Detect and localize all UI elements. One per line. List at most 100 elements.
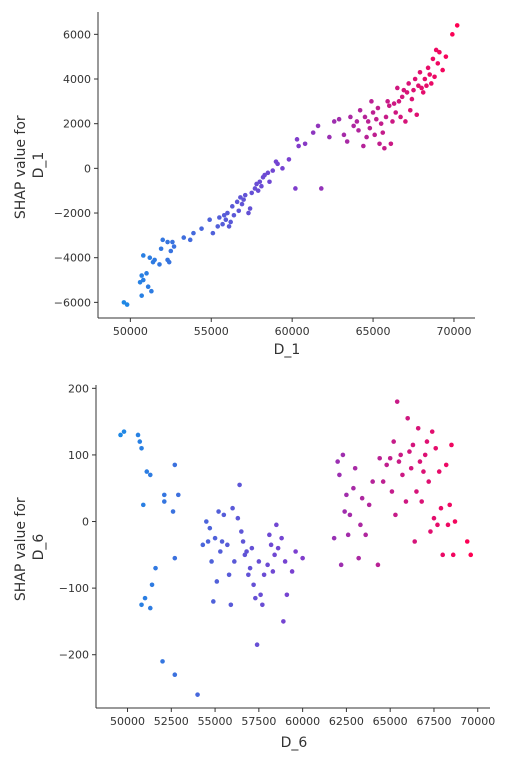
chart-d6-point xyxy=(137,439,143,444)
chart-d6-point xyxy=(256,559,262,564)
chart-d1: −6000 −4000 −2000 0 2000 4000 6000 50000 55000 6… xyxy=(13,12,475,358)
chart-d1-point xyxy=(354,119,360,124)
chart-d1-point xyxy=(231,212,237,218)
chart-d1-y-ticks: −6000 −4000 −2000 0 2000 4000 6000 xyxy=(54,28,98,309)
chart-d6-point xyxy=(335,459,340,464)
chart-d6-point xyxy=(387,455,393,461)
chart-d6-point xyxy=(398,452,403,458)
chart-d6-y-tick-label: −200 xyxy=(59,649,89,662)
chart-d1-x-tick-label: 55000 xyxy=(194,325,229,338)
chart-d1-point xyxy=(315,123,321,129)
chart-d6-point xyxy=(403,499,409,504)
chart-d1-point xyxy=(296,143,301,149)
chart-d6-point xyxy=(452,519,458,524)
chart-d1-y-tick-label: −2000 xyxy=(54,207,91,220)
chart-d6-point xyxy=(426,479,432,484)
chart-d6-point xyxy=(447,502,453,508)
chart-d6-point xyxy=(445,522,451,528)
chart-d1-point xyxy=(147,255,153,260)
chart-d6-point xyxy=(149,582,155,588)
chart-d1-point xyxy=(234,199,240,205)
chart-d6-point xyxy=(356,555,361,561)
chart-d6-point xyxy=(429,429,435,434)
chart-d1-point xyxy=(160,237,166,243)
chart-d6-point xyxy=(342,509,347,514)
chart-d6-point xyxy=(254,642,260,648)
chart-d1-point xyxy=(220,221,225,227)
chart-d1-point xyxy=(145,284,151,290)
chart-d1-point xyxy=(414,112,420,118)
chart-d6-x-tick-label: 60000 xyxy=(285,715,320,728)
chart-d6-x-tick-label: 55000 xyxy=(198,715,233,728)
chart-d6-point xyxy=(211,599,216,604)
chart-d1-point xyxy=(226,224,232,229)
chart-d6-point xyxy=(370,479,375,484)
chart-d6-point xyxy=(337,472,342,478)
chart-d1-point xyxy=(357,107,363,113)
chart-d6-point xyxy=(200,542,206,548)
chart-d6-point xyxy=(345,532,351,538)
chart-d1-point xyxy=(409,96,415,102)
chart-d1-point xyxy=(221,212,227,218)
chart-d1-point xyxy=(416,83,421,89)
chart-d6-point xyxy=(347,512,353,518)
chart-d6-point xyxy=(359,495,365,501)
chart-d1-point xyxy=(396,99,402,104)
chart-d6-point xyxy=(410,442,416,448)
chart-d1-ylabel-line-1: SHAP value for xyxy=(13,115,29,219)
chart-d6-point xyxy=(176,492,181,498)
chart-d1-point xyxy=(139,273,144,278)
chart-d6-point xyxy=(435,522,440,528)
chart-d6-point xyxy=(282,559,288,564)
chart-d6-point xyxy=(275,545,281,551)
chart-d1-point xyxy=(378,121,384,126)
chart-d6-point xyxy=(121,429,127,434)
chart-d1-point xyxy=(141,277,146,283)
chart-d6-y-tick-label: 200 xyxy=(68,382,89,395)
chart-d1-point xyxy=(386,103,392,109)
chart-d1-point xyxy=(336,116,342,122)
chart-d1-point xyxy=(286,157,292,162)
chart-d1-points xyxy=(121,23,460,307)
chart-d6-point xyxy=(422,452,428,458)
chart-d6-point xyxy=(366,502,372,508)
chart-d1-point xyxy=(223,217,229,223)
chart-d6-point xyxy=(139,445,144,451)
chart-d1-point xyxy=(443,54,449,59)
chart-d6-point xyxy=(228,602,234,608)
chart-d1-point xyxy=(187,237,193,243)
chart-d6-point xyxy=(212,535,218,541)
chart-d1-x-ticks: 50000 55000 60000 65000 70000 xyxy=(113,318,471,338)
chart-d1-point xyxy=(398,114,403,120)
chart-d6-x-ticks: 50000 52500 55000 57500 60000 62500 65000 67500… xyxy=(110,708,495,728)
chart-d6-point xyxy=(258,592,263,598)
chart-d1-point xyxy=(372,132,377,138)
chart-d1-point xyxy=(437,49,442,55)
chart-d1-point xyxy=(210,230,216,236)
chart-d1-point xyxy=(170,239,175,245)
chart-d6-point xyxy=(230,505,235,511)
chart-d1-ylabel: SHAP value for D_1 xyxy=(13,111,47,219)
chart-d1-point xyxy=(124,302,130,307)
chart-d6-x-tick-label: 62500 xyxy=(329,715,364,728)
chart-d6-point xyxy=(214,579,220,584)
chart-d1-point xyxy=(382,145,387,151)
chart-d1-point xyxy=(430,56,436,62)
chart-d6-point xyxy=(363,532,368,538)
chart-d1-point xyxy=(144,271,149,276)
chart-d1-point xyxy=(255,188,261,193)
chart-d6-point xyxy=(284,592,290,598)
chart-d1-point xyxy=(383,114,389,120)
chart-d1-point xyxy=(217,215,222,220)
chart-d6-x-tick-label: 67500 xyxy=(416,715,451,728)
chart-d6-point xyxy=(414,489,419,494)
chart-d1-point xyxy=(427,72,432,77)
chart-d1-point xyxy=(454,23,460,28)
chart-d1-point xyxy=(424,83,429,89)
chart-d6-point xyxy=(408,465,414,471)
chart-d1-point xyxy=(411,87,416,93)
chart-d6-point xyxy=(267,532,272,538)
chart-d1-point xyxy=(247,206,253,211)
chart-d1-point xyxy=(327,134,332,140)
